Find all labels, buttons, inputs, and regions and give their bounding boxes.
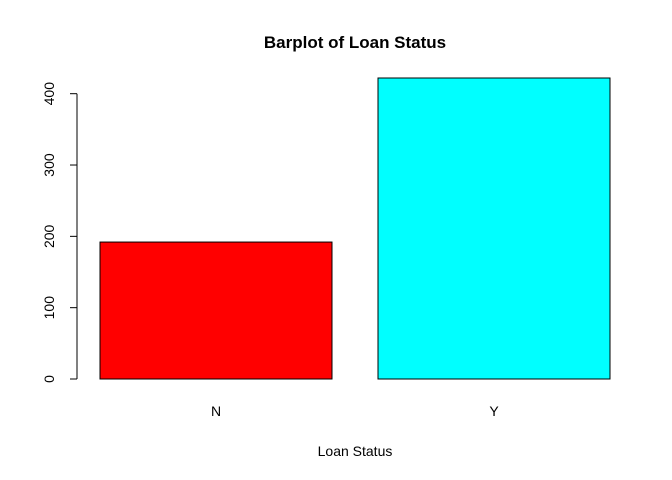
x-axis-label: Loan Status bbox=[318, 443, 393, 459]
y-axis: 0 100 200 300 400 bbox=[41, 82, 78, 383]
y-tick-label-200: 200 bbox=[41, 224, 57, 248]
bar-n bbox=[99, 241, 333, 380]
chart-title: Barplot of Loan Status bbox=[264, 33, 446, 52]
bar-y bbox=[377, 77, 611, 380]
y-tick-label-300: 300 bbox=[41, 153, 57, 177]
x-tick-label-y: Y bbox=[489, 403, 499, 419]
bars-group bbox=[99, 77, 611, 380]
x-tick-label-n: N bbox=[211, 403, 221, 419]
y-tick-label-400: 400 bbox=[41, 82, 57, 106]
y-tick-label-100: 100 bbox=[41, 296, 57, 320]
y-tick-label-0: 0 bbox=[41, 375, 57, 383]
y-ticks: 0 100 200 300 400 bbox=[41, 82, 77, 383]
